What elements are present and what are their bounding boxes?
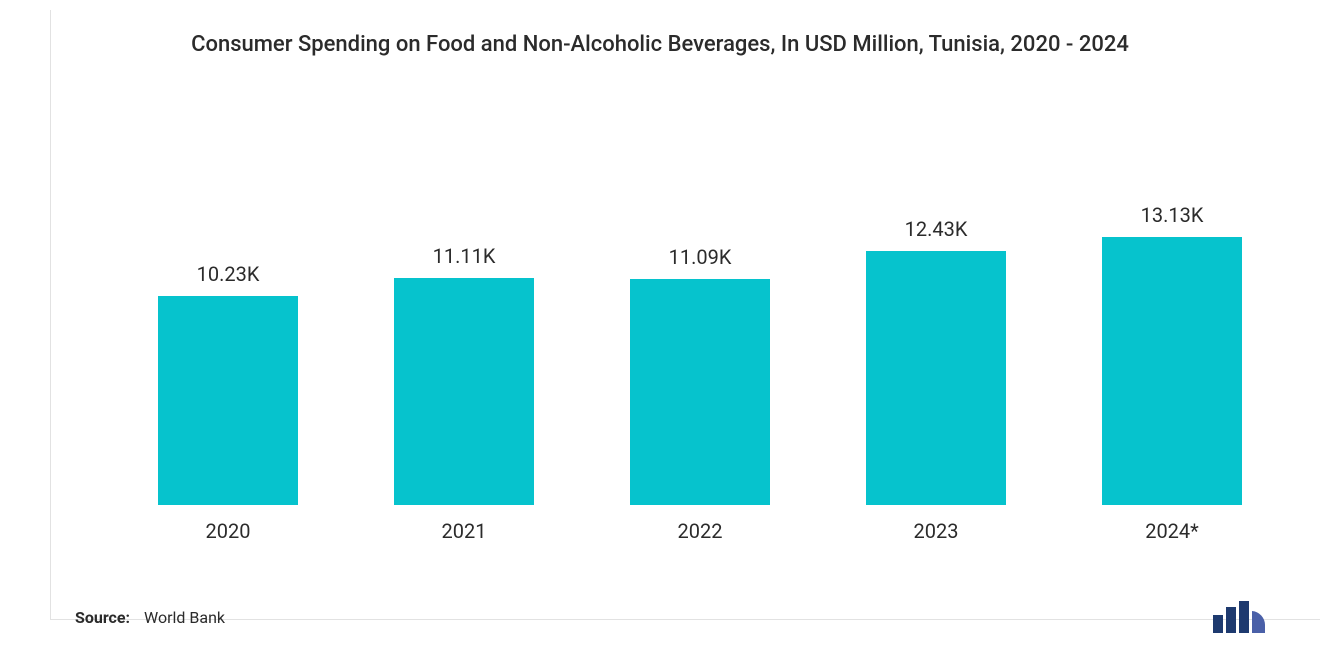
x-axis-label: 2023 (914, 519, 959, 543)
x-axis-label: 2020 (206, 519, 251, 543)
x-axis-label: 2024* (1145, 519, 1199, 543)
bar-slot: 10.23K2020 (110, 170, 346, 505)
bar-value-label: 12.43K (905, 217, 968, 241)
bar-slot: 11.11K2021 (346, 170, 582, 505)
bar (630, 279, 770, 505)
bar (394, 278, 534, 505)
bar-slot: 13.13K2024* (1054, 170, 1290, 505)
brand-logo (1213, 601, 1265, 633)
x-axis-label: 2022 (678, 519, 723, 543)
bar-series: 10.23K202011.11K202111.09K202212.43K2023… (110, 170, 1290, 505)
source-label: Source: (75, 608, 130, 627)
chart-source: Source: World Bank (75, 608, 225, 627)
chart-title: Consumer Spending on Food and Non-Alcoho… (20, 30, 1300, 60)
bar-slot: 12.43K2023 (818, 170, 1054, 505)
bar-value-label: 11.09K (669, 245, 732, 269)
chart-container: Consumer Spending on Food and Non-Alcoho… (20, 10, 1300, 655)
mordor-logo-icon (1213, 601, 1265, 633)
chart-plot-area: 10.23K202011.11K202111.09K202212.43K2023… (110, 170, 1290, 505)
bar (1102, 237, 1242, 505)
bar-value-label: 11.11K (433, 244, 496, 268)
bar (866, 251, 1006, 505)
bar-value-label: 10.23K (197, 262, 260, 286)
x-axis-label: 2021 (442, 519, 487, 543)
bar-value-label: 13.13K (1141, 203, 1204, 227)
source-text: World Bank (144, 608, 225, 627)
bar (158, 296, 298, 505)
bar-slot: 11.09K2022 (582, 170, 818, 505)
